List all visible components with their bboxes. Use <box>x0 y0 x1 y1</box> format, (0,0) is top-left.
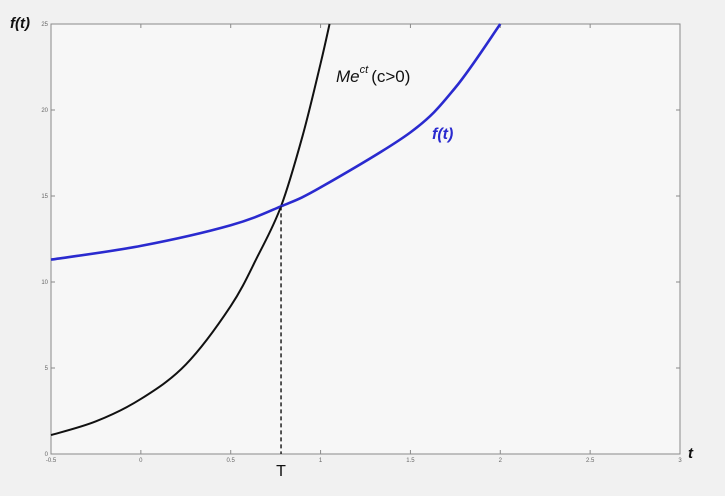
x-tick-label: 0 <box>139 458 143 464</box>
exp-curve-label-rest: (c>0) <box>371 67 410 86</box>
series-layer <box>50 23 502 437</box>
y-tick-label: 0 <box>45 452 49 458</box>
intersection-marker-label: T <box>276 463 286 480</box>
x-tick-label: 2 <box>499 458 503 464</box>
exp-curve-label-sup: ct <box>360 64 370 76</box>
exp-curve-line <box>50 23 331 437</box>
ft-curve-line <box>50 23 502 261</box>
y-tick-label: 25 <box>41 22 48 28</box>
x-tick-label: -0.5 <box>46 458 57 464</box>
x-tick-label: 0.5 <box>227 458 236 464</box>
x-tick-label: 3 <box>678 458 682 464</box>
plot-area <box>50 23 681 455</box>
x-tick-label: 1 <box>319 458 323 464</box>
y-tick-label: 20 <box>41 108 48 114</box>
exp-curve-label-base: Me <box>336 67 360 86</box>
y-tick-label: 10 <box>41 280 48 286</box>
ft-curve-label: f(t) <box>432 126 453 143</box>
y-tick-label: 15 <box>41 194 48 200</box>
x-axis-label: t <box>688 445 694 462</box>
exp-curve-label: Mect (c>0) <box>336 64 410 86</box>
x-tick-label: 2.5 <box>586 458 595 464</box>
y-tick-label: 5 <box>45 366 49 372</box>
y-axis-label: f(t) <box>10 15 30 32</box>
x-tick-label: 1.5 <box>406 458 415 464</box>
